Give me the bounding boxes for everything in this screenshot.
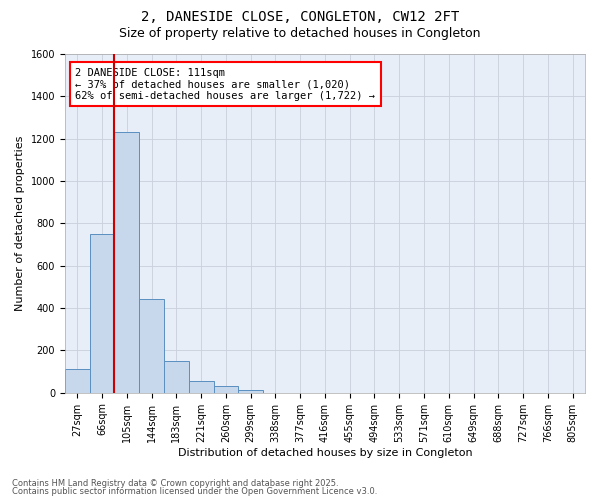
X-axis label: Distribution of detached houses by size in Congleton: Distribution of detached houses by size …	[178, 448, 472, 458]
Bar	[214, 386, 238, 392]
Bar	[139, 298, 164, 392]
Text: Contains HM Land Registry data © Crown copyright and database right 2025.: Contains HM Land Registry data © Crown c…	[12, 478, 338, 488]
Bar	[189, 381, 214, 392]
Text: 2 DANESIDE CLOSE: 111sqm
← 37% of detached houses are smaller (1,020)
62% of sem: 2 DANESIDE CLOSE: 111sqm ← 37% of detach…	[76, 68, 376, 100]
Bar	[164, 361, 189, 392]
Bar	[65, 370, 89, 392]
Bar	[238, 390, 263, 392]
Text: Size of property relative to detached houses in Congleton: Size of property relative to detached ho…	[119, 28, 481, 40]
Y-axis label: Number of detached properties: Number of detached properties	[15, 136, 25, 311]
Text: Contains public sector information licensed under the Open Government Licence v3: Contains public sector information licen…	[12, 487, 377, 496]
Bar	[115, 132, 139, 392]
Text: 2, DANESIDE CLOSE, CONGLETON, CW12 2FT: 2, DANESIDE CLOSE, CONGLETON, CW12 2FT	[141, 10, 459, 24]
Bar	[89, 234, 115, 392]
